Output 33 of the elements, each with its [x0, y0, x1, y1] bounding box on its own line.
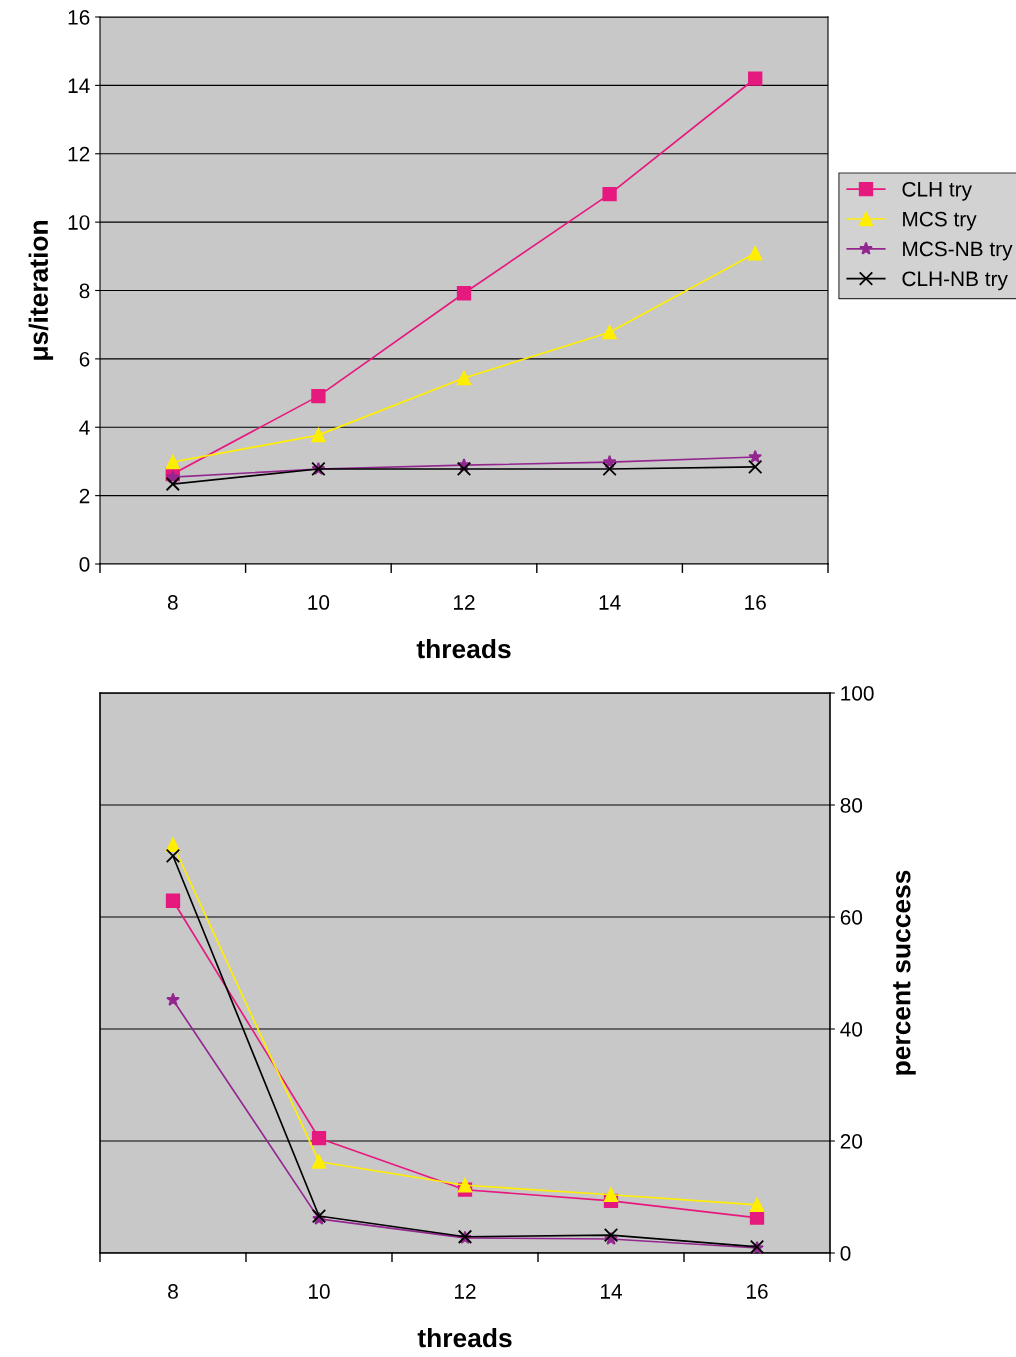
y-tick-label: 16 — [68, 10, 90, 25]
x-tick-label: 12 — [454, 595, 475, 610]
y2-tick-label: 60 — [840, 910, 863, 925]
x-tick-label: 16 — [747, 1284, 768, 1299]
x-tick-label: 8 — [168, 1284, 178, 1299]
y2-tick-label: 40 — [840, 1022, 863, 1037]
y-tick-label: 10 — [68, 215, 90, 230]
y2-tick-label: 100 — [841, 686, 874, 701]
y-tick-label: 6 — [79, 351, 90, 367]
x-tick-label: 14 — [599, 595, 621, 610]
x-tick-label: 14 — [601, 1284, 622, 1299]
y2-tick-label: 0 — [840, 1246, 851, 1261]
x-tick-label: 10 — [309, 1284, 330, 1299]
y-tick-label: 4 — [79, 420, 90, 435]
y2-tick-label: 80 — [840, 798, 863, 813]
y-axis-title: μs/iteration — [28, 221, 54, 360]
x-tick-label: 16 — [745, 595, 766, 610]
y2-tick-label: 20 — [840, 1134, 863, 1149]
legend-label: CLH-NB try — [902, 271, 1008, 291]
y-tick-label: 2 — [79, 488, 90, 504]
legend-label: CLH try — [902, 181, 972, 201]
x-tick-label: 12 — [455, 1284, 476, 1299]
y-tick-label: 14 — [68, 78, 90, 93]
y2-axis-title: percent success — [893, 870, 916, 1075]
x-axis-title: threads — [416, 638, 511, 659]
legend-label: MCS try — [903, 211, 977, 231]
x-tick-label: 10 — [308, 595, 330, 610]
x-axis-title: threads — [417, 1327, 512, 1348]
legend-label: MCS-NB try — [903, 241, 1013, 261]
x-tick-label: 8 — [167, 595, 178, 610]
y-tick-label: 8 — [79, 283, 90, 299]
y-tick-label: 0 — [79, 557, 90, 572]
y-tick-label: 12 — [68, 146, 90, 162]
